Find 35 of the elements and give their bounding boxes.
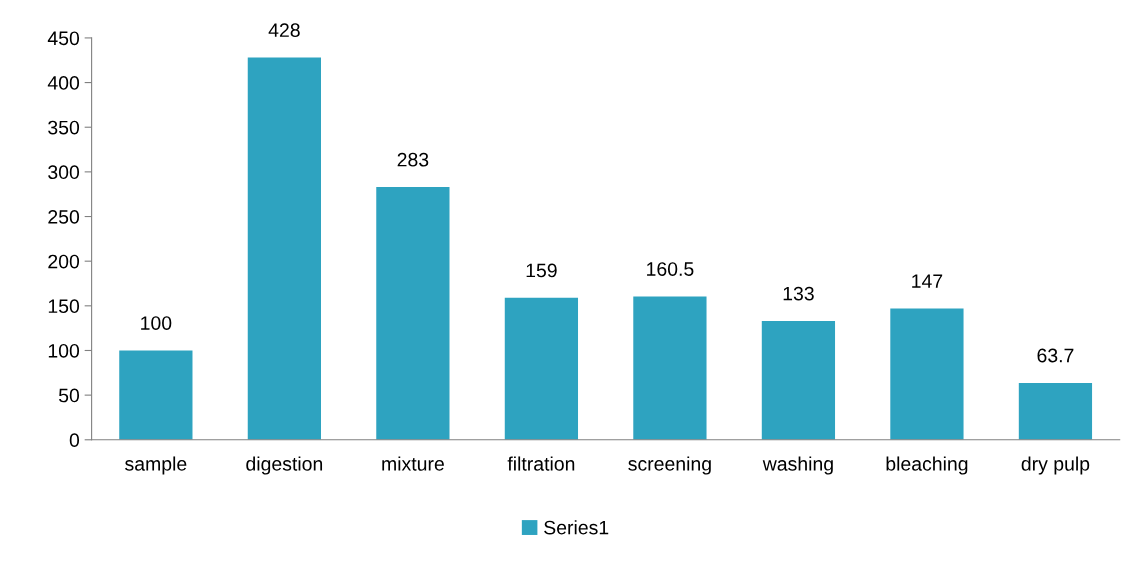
legend-label: Series1 — [544, 520, 609, 535]
data-label: 100 — [141, 316, 172, 330]
data-label: 160.5 — [647, 262, 694, 276]
bar — [247, 57, 321, 440]
y-tick-label: 50 — [58, 388, 80, 403]
bar — [119, 350, 193, 440]
bar — [890, 308, 964, 440]
data-label: 133 — [783, 286, 814, 301]
data-label: 159 — [526, 263, 557, 278]
x-tick-label: screening — [628, 456, 711, 475]
x-tick-label: digestion — [246, 456, 323, 475]
data-label: 283 — [397, 152, 429, 167]
y-tick-label: 350 — [48, 120, 80, 135]
bar — [1018, 382, 1093, 440]
bar — [633, 296, 707, 440]
x-tick-label: dry pulp — [1021, 456, 1090, 475]
y-tick-label: 450 — [47, 31, 80, 46]
y-tick-label: 300 — [48, 165, 80, 180]
y-tick-label: 250 — [48, 209, 80, 224]
data-label: 63.7 — [1037, 348, 1074, 363]
data-label: 147 — [912, 274, 943, 288]
bar — [376, 187, 450, 440]
bar — [761, 321, 836, 440]
x-tick-label: filtration — [507, 456, 575, 471]
x-tick-label: mixture — [382, 456, 444, 471]
y-tick-label: 400 — [47, 76, 80, 90]
x-tick-label: sample — [125, 456, 187, 475]
y-tick-label: 150 — [48, 299, 80, 314]
bar — [504, 297, 579, 440]
y-tick-label: 0 — [69, 433, 80, 448]
x-tick-label: washing — [762, 456, 833, 475]
x-tick-label: bleaching — [886, 456, 968, 475]
y-tick-label: 200 — [48, 254, 80, 269]
data-label: 428 — [268, 23, 300, 38]
y-tick-label: 100 — [48, 343, 80, 358]
